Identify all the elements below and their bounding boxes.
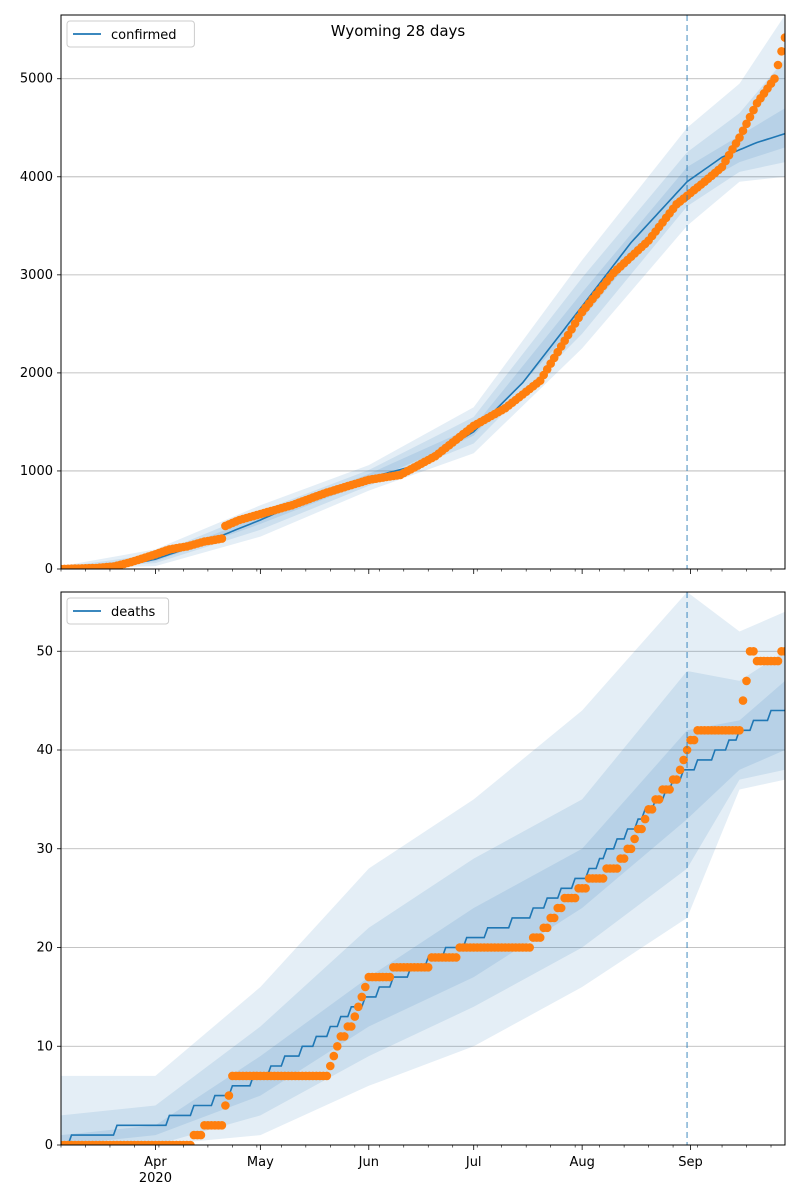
observed-point — [329, 1051, 339, 1061]
observed-point — [354, 1002, 363, 1012]
observed-point — [672, 775, 681, 784]
observed-point — [326, 1061, 335, 1071]
observed-point — [742, 676, 751, 686]
legend-label: deaths — [111, 605, 156, 620]
observed-point — [735, 133, 744, 142]
chart-title: Wyoming 28 days — [331, 22, 466, 40]
uncertainty-band-2 — [61, 59, 785, 569]
y-tick-label: 30 — [36, 842, 53, 857]
axes-frame — [60, 14, 786, 570]
observed-point — [451, 953, 461, 962]
observed-point — [679, 755, 688, 765]
uncertainty-band-1 — [61, 15, 785, 569]
y-tick-label: 10 — [36, 1039, 53, 1054]
observed-point — [217, 1121, 227, 1130]
legend-box — [66, 20, 195, 48]
observed-point — [221, 1101, 230, 1110]
observed-point — [361, 982, 370, 992]
observed-point — [322, 1071, 332, 1081]
x-tick-label: Jun — [358, 1155, 379, 1170]
observed-point — [675, 765, 685, 775]
observed-point — [777, 47, 785, 56]
observed-point — [619, 854, 629, 863]
observed-point — [598, 874, 608, 883]
observed-point — [749, 105, 758, 115]
observed-point — [423, 963, 433, 972]
x-tick-year-label: 2020 — [139, 1171, 172, 1186]
observed-point — [217, 534, 227, 543]
observed-point — [749, 647, 758, 656]
x-tick-label: Aug — [569, 1155, 594, 1170]
observed-point — [626, 844, 636, 854]
observed-point — [556, 903, 566, 913]
observed-point — [738, 126, 748, 135]
observed-point — [630, 834, 639, 844]
observed-point — [333, 1042, 342, 1051]
observed-point — [689, 735, 699, 745]
observed-point — [640, 814, 650, 824]
y-tick-label: 4000 — [20, 170, 53, 185]
observed-point — [665, 785, 674, 794]
observed-point — [773, 656, 783, 666]
y-tick-label: 2000 — [20, 366, 53, 381]
x-tick-label: Jul — [465, 1155, 482, 1170]
x-tick-label: Sep — [678, 1155, 703, 1170]
observed-point — [738, 696, 748, 705]
observed-point — [350, 1012, 360, 1021]
observed-point — [647, 805, 657, 814]
y-tick-label: 0 — [45, 1138, 53, 1153]
uncertainty-band-2 — [61, 651, 785, 1145]
confirmed-panel: 0 1000 2000 3000 4000 5000 confirmed — [20, 14, 786, 577]
observed-point — [549, 913, 559, 923]
y-tick-label: 20 — [36, 941, 53, 956]
y-tick-label: 50 — [36, 644, 53, 659]
observed-point — [682, 745, 692, 755]
observed-point — [357, 992, 367, 1002]
x-tick-label: May — [247, 1155, 274, 1170]
observed-point — [654, 795, 664, 804]
observed-point — [385, 972, 395, 982]
observed-point — [612, 864, 622, 873]
observed-point — [745, 112, 755, 122]
observed-point — [340, 1032, 349, 1041]
legend-label: confirmed — [111, 28, 177, 43]
axes-frame — [60, 591, 786, 1146]
observed-point — [735, 726, 744, 735]
legend-box — [66, 597, 170, 625]
y-tick-label: 1000 — [20, 464, 53, 479]
y-tick-label: 0 — [45, 562, 53, 577]
observed-point — [224, 1091, 234, 1100]
observed-point — [637, 824, 646, 834]
uncertainty-band-3 — [61, 108, 785, 569]
observed-point — [535, 933, 545, 942]
observed-point — [196, 1130, 206, 1140]
y-tick-label: 40 — [36, 743, 53, 758]
observed-point — [770, 74, 779, 83]
observed-point — [186, 1140, 195, 1145]
observed-point — [542, 923, 552, 933]
y-tick-label: 5000 — [20, 72, 53, 87]
observed-point — [773, 60, 783, 70]
observed-point — [780, 647, 785, 656]
observed-point — [581, 884, 590, 893]
uncertainty-band-1 — [61, 592, 785, 1145]
observed-point — [570, 893, 580, 903]
y-tick-label: 3000 — [20, 268, 53, 283]
x-tick-label: Apr — [144, 1155, 167, 1170]
observed-point — [780, 33, 785, 42]
observed-point — [525, 943, 534, 952]
observed-point — [347, 1022, 356, 1031]
observed-point — [742, 119, 751, 129]
